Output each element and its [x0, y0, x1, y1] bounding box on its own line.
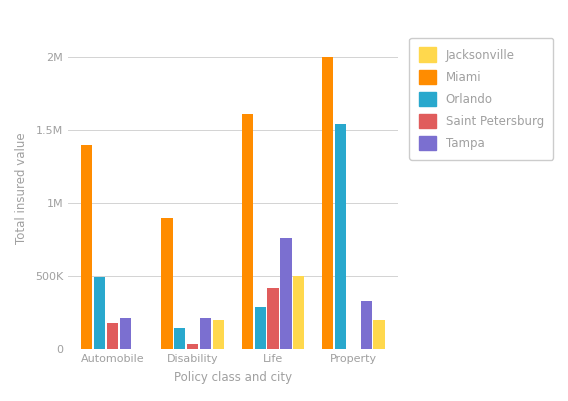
- Bar: [374, 320, 385, 349]
- Bar: [335, 124, 346, 349]
- Bar: [81, 145, 92, 349]
- Legend: Jacksonville, Miami, Orlando, Saint Petersburg, Tampa: Jacksonville, Miami, Orlando, Saint Pete…: [409, 38, 553, 160]
- Bar: [322, 57, 333, 349]
- Bar: [107, 323, 118, 349]
- Bar: [174, 328, 186, 349]
- Y-axis label: Total insured value: Total insured value: [15, 133, 28, 244]
- X-axis label: Policy class and city: Policy class and city: [174, 371, 292, 384]
- Bar: [280, 238, 291, 349]
- Bar: [120, 318, 131, 349]
- Bar: [268, 288, 279, 349]
- Bar: [242, 114, 253, 349]
- Bar: [213, 320, 224, 349]
- Bar: [187, 344, 198, 349]
- Bar: [361, 301, 372, 349]
- Bar: [161, 218, 173, 349]
- Bar: [94, 277, 105, 349]
- Bar: [293, 276, 304, 349]
- Bar: [200, 318, 211, 349]
- Bar: [254, 307, 266, 349]
